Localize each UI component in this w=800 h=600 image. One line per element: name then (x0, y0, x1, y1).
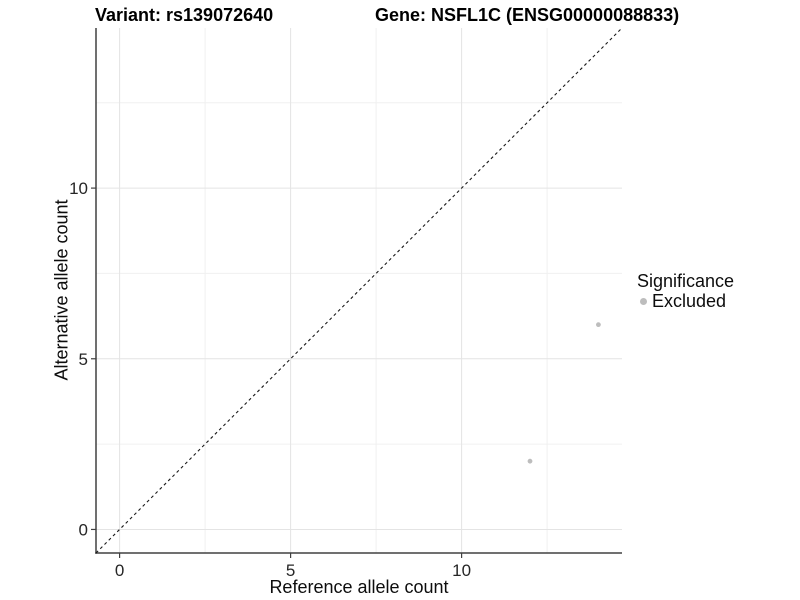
legend-item-label: Excluded (652, 291, 727, 311)
legend-item-excluded: Excluded (637, 292, 734, 311)
svg-text:10: 10 (69, 179, 88, 198)
svg-text:5: 5 (79, 350, 88, 369)
legend: Significance Excluded (637, 271, 734, 311)
legend-point-circle-icon (640, 298, 647, 305)
plot-title-variant: Variant: rs139072640 (95, 5, 274, 25)
svg-text:5: 5 (286, 561, 295, 580)
plot-title-gene: Gene: NSFL1C (ENSG00000088833) (375, 5, 680, 25)
svg-text:10: 10 (452, 561, 471, 580)
y-axis-label: Alternative allele count (51, 199, 72, 381)
x-axis-label: Reference allele count (269, 577, 449, 597)
svg-text:0: 0 (79, 520, 88, 539)
legend-title: Significance (637, 271, 735, 291)
svg-text:0: 0 (115, 561, 124, 580)
